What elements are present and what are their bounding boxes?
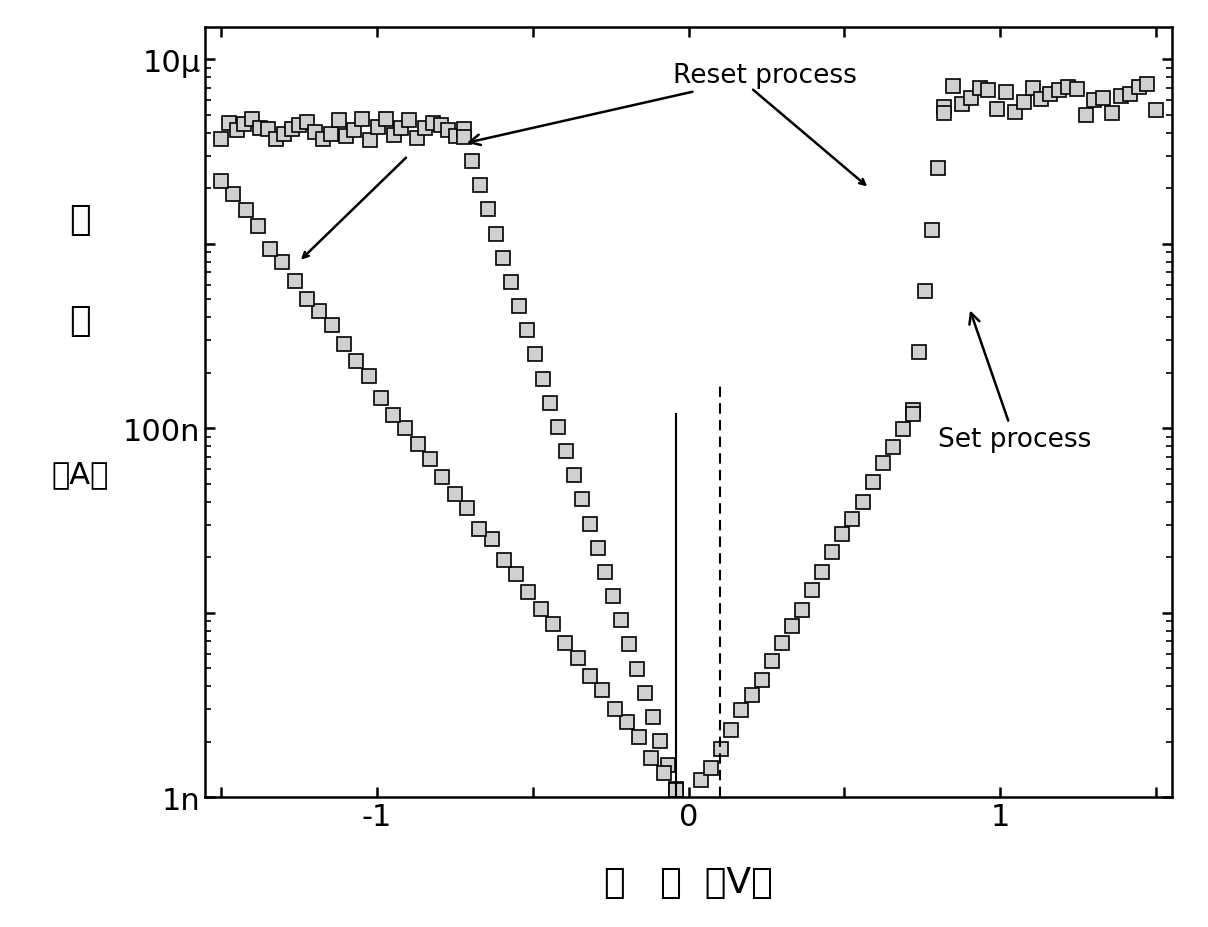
Text: 电: 电 — [69, 203, 91, 237]
Text: Set process: Set process — [937, 313, 1091, 452]
Text: Reset process: Reset process — [470, 63, 856, 146]
Text: （A）: （A） — [51, 460, 109, 489]
Text: 流: 流 — [69, 303, 91, 337]
Text: 电   压  （V）: 电 压 （V） — [604, 865, 773, 899]
